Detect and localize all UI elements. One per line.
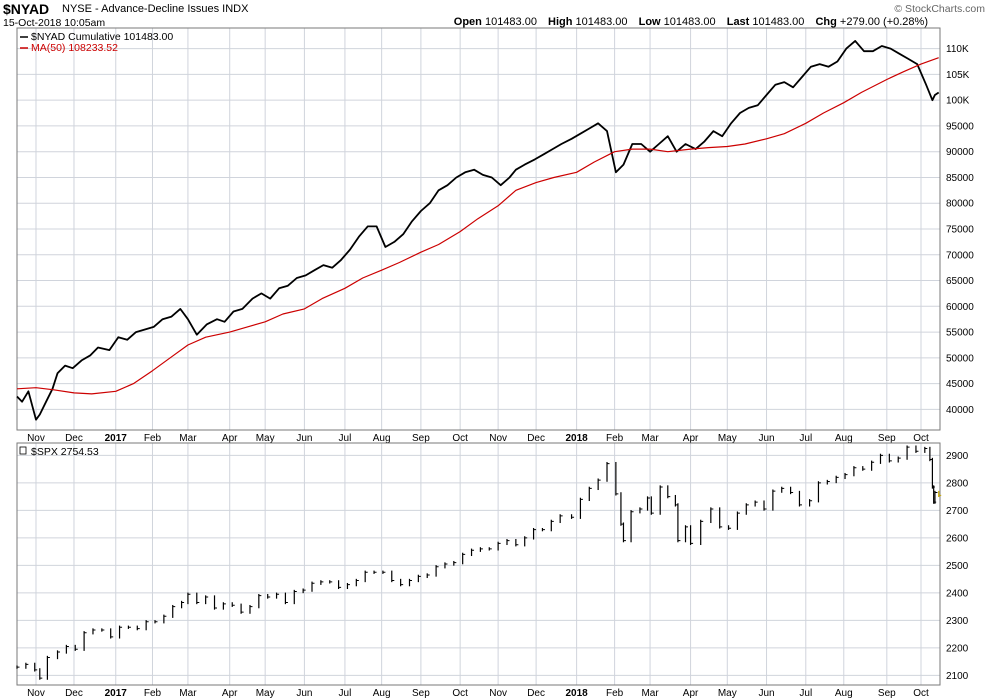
upper-y-tick-label: 70000 <box>946 250 974 261</box>
lower-y-tick-label: 2600 <box>946 533 969 544</box>
upper-x-tick-label: Aug <box>835 433 853 444</box>
upper-x-tick-label: Mar <box>641 433 659 444</box>
upper-y-tick-label: 60000 <box>946 302 974 313</box>
low-label: Low <box>638 16 661 28</box>
legend-nyad: $NYAD Cumulative 101483.00 <box>31 31 173 43</box>
lower-x-tick-label: Mar <box>179 688 197 699</box>
lower-x-tick-label: 2017 <box>105 688 128 699</box>
nyad-cumulative-line <box>16 40 940 421</box>
brand-watermark: © StockCharts.com <box>894 3 985 15</box>
upper-y-tick-label: 95000 <box>946 121 974 132</box>
lower-y-tick-label: 2900 <box>946 451 969 462</box>
upper-y-tick-label: 65000 <box>946 276 974 287</box>
chg-value: +279.00 (+0.28%) <box>839 16 928 28</box>
ma50-line <box>16 57 939 395</box>
lower-x-tick-label: Nov <box>489 688 507 699</box>
upper-frame <box>16 27 941 431</box>
high-label: High <box>548 16 573 28</box>
lower-x-tick-label: Jul <box>799 688 812 699</box>
lower-y-tick-label: 2300 <box>946 616 969 627</box>
open-label: Open <box>453 16 482 28</box>
lower-x-tick-label: Sep <box>412 688 430 699</box>
lower-y-tick-label: 2400 <box>946 588 969 599</box>
lower-x-tick-label: Dec <box>527 688 545 699</box>
chart-date: 15-Oct-2018 10:05am <box>3 17 106 29</box>
lower-x-tick-label: Jul <box>339 688 352 699</box>
upper-x-tick-label: Oct <box>913 433 929 444</box>
upper-y-tick-label: 50000 <box>946 353 974 364</box>
upper-x-tick-label: Feb <box>144 433 162 444</box>
lower-x-tick-label: Jun <box>296 688 312 699</box>
upper-x-tick-label: May <box>256 433 275 444</box>
lower-x-tick-label: May <box>718 688 737 699</box>
upper-x-tick-label: Apr <box>222 433 238 444</box>
lower-x-tick-label: Aug <box>835 688 853 699</box>
upper-y-tick-label: 75000 <box>946 225 974 236</box>
upper-y-tick-label: 85000 <box>946 173 974 184</box>
upper-x-tick-label: Sep <box>412 433 430 444</box>
lower-x-tick-label: Oct <box>913 688 929 699</box>
lower-y-tick-label: 2200 <box>946 643 969 654</box>
lower-x-tick-label: Apr <box>683 688 699 699</box>
upper-x-tick-label: Sep <box>878 433 896 444</box>
lower-y-tick-label: 2500 <box>946 561 969 572</box>
lower-x-tick-label: Aug <box>373 688 391 699</box>
lower-x-tick-label: Dec <box>65 688 83 699</box>
legend-swatch-bar <box>19 446 27 455</box>
upper-y-tick-label: 80000 <box>946 199 974 210</box>
lower-x-tick-label: May <box>256 688 275 699</box>
last-label: Last <box>726 16 750 28</box>
upper-y-tick-label: 40000 <box>946 405 974 416</box>
upper-y-tick-label: 100K <box>946 96 970 107</box>
upper-x-tick-label: May <box>718 433 737 444</box>
upper-y-tick-label: 90000 <box>946 147 974 158</box>
lower-y-tick-label: 2100 <box>946 671 969 682</box>
chart-symbol: $NYAD <box>3 1 50 17</box>
lower-y-tick-label: 2700 <box>946 506 969 517</box>
lower-x-tick-label: 2018 <box>565 688 588 699</box>
lower-panel: 2100 2200 2300 2400 2500 2600 2700 2800 2900 Nov D… <box>16 442 969 699</box>
lower-x-tick-label: Oct <box>452 688 468 699</box>
high-value: 101483.00 <box>575 16 628 28</box>
upper-y-tick-label: 105K <box>946 70 970 81</box>
upper-y-tick-label: 45000 <box>946 379 974 390</box>
upper-x-tick-label: Jul <box>339 433 352 444</box>
upper-y-tick-label: 55000 <box>946 328 974 339</box>
lower-x-tick-label: Feb <box>144 688 162 699</box>
lower-y-tick-label: 2800 <box>946 478 969 489</box>
low-value: 101483.00 <box>663 16 716 28</box>
open-value: 101483.00 <box>484 16 537 28</box>
lower-x-tick-label: Sep <box>878 688 896 699</box>
quote-bar: Open 101483.00 High 101483.00 Low 101483… <box>446 16 928 28</box>
chart-description: NYSE - Advance-Decline Issues INDX <box>62 3 249 15</box>
upper-x-tick-label: Mar <box>179 433 197 444</box>
upper-x-tick-label: Feb <box>606 433 624 444</box>
upper-x-tick-label: Jun <box>758 433 774 444</box>
upper-x-tick-label: Oct <box>452 433 468 444</box>
upper-x-tick-label: 2018 <box>565 433 588 444</box>
lower-x-tick-label: Jun <box>758 688 774 699</box>
upper-panel: 40000 45000 50000 55000 60000 65000 70000 75000… <box>16 27 974 444</box>
legend-ma50: MA(50) 108233.52 <box>31 42 118 54</box>
upper-x-tick-label: Apr <box>683 433 699 444</box>
lower-frame <box>16 442 941 686</box>
lower-x-tick-label: Feb <box>606 688 624 699</box>
chg-label: Chg <box>815 16 837 28</box>
lower-x-tick-label: Nov <box>27 688 45 699</box>
upper-x-tick-label: Jun <box>296 433 312 444</box>
upper-x-tick-label: Jul <box>799 433 812 444</box>
upper-x-tick-label: 2017 <box>105 433 128 444</box>
upper-x-tick-label: Dec <box>65 433 83 444</box>
lower-x-tick-label: Mar <box>641 688 659 699</box>
lower-x-tick-label: Apr <box>222 688 238 699</box>
upper-x-tick-label: Dec <box>527 433 545 444</box>
legend-spx: $SPX 2754.53 <box>31 446 99 458</box>
upper-y-tick-label: 110K <box>946 44 969 55</box>
upper-x-tick-label: Nov <box>489 433 507 444</box>
upper-x-tick-label: Aug <box>373 433 391 444</box>
upper-x-tick-label: Nov <box>27 433 45 444</box>
last-value: 101483.00 <box>752 16 805 28</box>
